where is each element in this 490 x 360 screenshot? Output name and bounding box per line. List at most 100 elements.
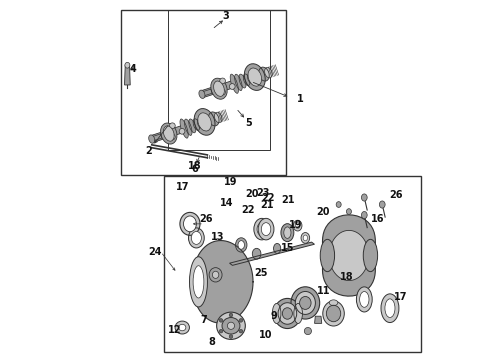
Ellipse shape (248, 68, 262, 86)
Ellipse shape (356, 287, 372, 312)
Text: 19: 19 (289, 220, 302, 230)
Bar (168, 10, 270, 149)
Ellipse shape (320, 239, 335, 272)
Circle shape (220, 78, 225, 84)
Ellipse shape (363, 239, 378, 272)
Ellipse shape (252, 248, 261, 259)
Ellipse shape (194, 109, 215, 135)
Ellipse shape (125, 62, 130, 68)
Ellipse shape (274, 298, 301, 329)
Ellipse shape (191, 231, 201, 244)
Ellipse shape (209, 112, 219, 126)
Ellipse shape (161, 123, 177, 144)
Text: 11: 11 (317, 286, 331, 296)
Ellipse shape (362, 211, 367, 219)
Ellipse shape (227, 322, 235, 329)
Circle shape (179, 129, 185, 134)
Text: 15: 15 (281, 243, 294, 253)
Text: 18: 18 (188, 161, 201, 171)
Bar (164, 176, 421, 352)
Ellipse shape (284, 227, 291, 238)
Text: 4: 4 (130, 64, 137, 74)
Ellipse shape (211, 78, 227, 99)
Circle shape (229, 335, 233, 338)
Text: 22: 22 (261, 193, 274, 203)
Ellipse shape (261, 223, 271, 235)
Ellipse shape (294, 220, 302, 231)
Ellipse shape (294, 303, 302, 324)
Polygon shape (150, 113, 221, 143)
Ellipse shape (252, 73, 258, 81)
Text: 16: 16 (371, 215, 385, 224)
Ellipse shape (148, 135, 155, 143)
Text: 1: 1 (297, 94, 304, 104)
Ellipse shape (198, 113, 211, 131)
Ellipse shape (190, 257, 207, 307)
Ellipse shape (193, 266, 204, 298)
Ellipse shape (381, 294, 399, 323)
Text: 20: 20 (317, 207, 330, 217)
Ellipse shape (247, 73, 254, 83)
Ellipse shape (379, 201, 385, 208)
Ellipse shape (281, 224, 294, 242)
Ellipse shape (336, 202, 341, 207)
Text: 9: 9 (270, 311, 277, 321)
Ellipse shape (299, 297, 311, 309)
Ellipse shape (259, 67, 270, 81)
Circle shape (229, 313, 233, 317)
Ellipse shape (222, 318, 240, 334)
Text: 21: 21 (260, 200, 273, 210)
Ellipse shape (254, 219, 270, 240)
Polygon shape (329, 230, 368, 280)
Ellipse shape (385, 299, 395, 318)
Ellipse shape (197, 118, 204, 128)
Ellipse shape (282, 308, 293, 319)
Ellipse shape (163, 126, 174, 141)
Circle shape (229, 84, 235, 89)
Text: 17: 17 (394, 292, 408, 302)
Text: 24: 24 (148, 247, 162, 257)
Polygon shape (315, 316, 322, 323)
Text: 5: 5 (245, 118, 252, 128)
Text: 23: 23 (256, 188, 270, 198)
Polygon shape (153, 134, 162, 140)
Text: 3: 3 (222, 11, 229, 21)
Text: 19: 19 (224, 177, 238, 187)
Circle shape (239, 319, 243, 322)
Ellipse shape (273, 243, 281, 253)
Ellipse shape (257, 223, 267, 235)
Ellipse shape (180, 212, 200, 235)
Ellipse shape (179, 324, 186, 331)
Ellipse shape (304, 328, 312, 335)
Text: 18: 18 (341, 272, 354, 282)
Ellipse shape (215, 112, 222, 123)
Text: 26: 26 (389, 190, 402, 200)
Ellipse shape (201, 118, 208, 126)
Ellipse shape (244, 74, 250, 86)
Text: 25: 25 (254, 268, 268, 278)
Polygon shape (124, 65, 130, 85)
Text: 26: 26 (199, 215, 212, 224)
Circle shape (219, 319, 223, 322)
Circle shape (220, 89, 225, 95)
Text: 20: 20 (245, 189, 259, 199)
Text: 22: 22 (241, 206, 255, 216)
Ellipse shape (258, 219, 274, 240)
Ellipse shape (360, 292, 369, 307)
Polygon shape (322, 215, 375, 296)
Ellipse shape (236, 238, 247, 252)
Polygon shape (192, 240, 253, 323)
Text: 6: 6 (192, 164, 198, 174)
Ellipse shape (189, 119, 196, 133)
Ellipse shape (323, 301, 344, 326)
Ellipse shape (329, 300, 338, 306)
Text: 7: 7 (200, 315, 207, 325)
Ellipse shape (217, 312, 245, 339)
Ellipse shape (272, 303, 281, 324)
Text: 13: 13 (211, 232, 225, 242)
Bar (122, 10, 286, 175)
Circle shape (170, 123, 175, 129)
Ellipse shape (278, 303, 297, 324)
Circle shape (170, 134, 175, 140)
Ellipse shape (183, 216, 196, 232)
